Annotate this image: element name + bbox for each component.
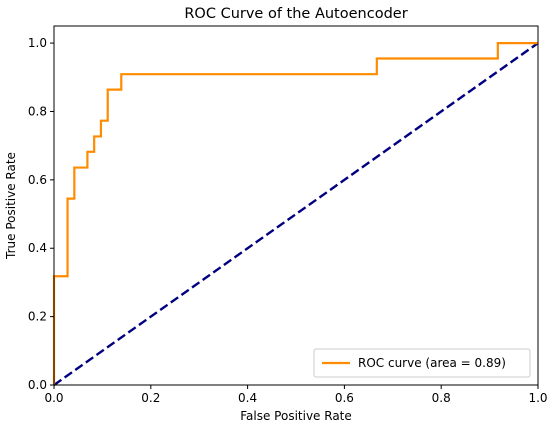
x-tick-label: 0.2 <box>141 391 160 405</box>
x-tick-label: 0.8 <box>432 391 451 405</box>
x-tick-label: 0.4 <box>238 391 257 405</box>
y-tick-label: 1.0 <box>28 36 47 50</box>
x-axis-title: False Positive Rate <box>240 409 352 423</box>
plot-area <box>52 41 539 386</box>
y-tick-label: 0.4 <box>28 241 47 255</box>
y-tick-label: 0.0 <box>28 378 47 392</box>
legend: ROC curve (area = 0.89) <box>313 348 531 378</box>
x-tick-label: 0.6 <box>335 391 354 405</box>
y-tick-label: 0.2 <box>28 310 47 324</box>
axes: 0.0 0.2 0.4 0.6 0.8 1.0 0.0 0.2 0.4 0.6 0.8 1.0 <box>28 25 548 405</box>
legend-label-roc-curve: ROC curve (area = 0.89) <box>358 356 506 370</box>
roc-curve-line <box>52 41 538 385</box>
y-tick-label: 0.8 <box>28 104 47 118</box>
y-tick-label: 0.6 <box>28 173 47 187</box>
y-axis-title: True Positive Rate <box>4 152 18 260</box>
chance-diagonal-line <box>53 42 539 386</box>
x-tick-label: 1.0 <box>528 391 547 405</box>
plot-frame <box>53 25 539 386</box>
chart-title: ROC Curve of the Autoencoder <box>184 6 407 22</box>
x-tick-label: 0.0 <box>44 391 63 405</box>
legend-box <box>313 348 531 378</box>
